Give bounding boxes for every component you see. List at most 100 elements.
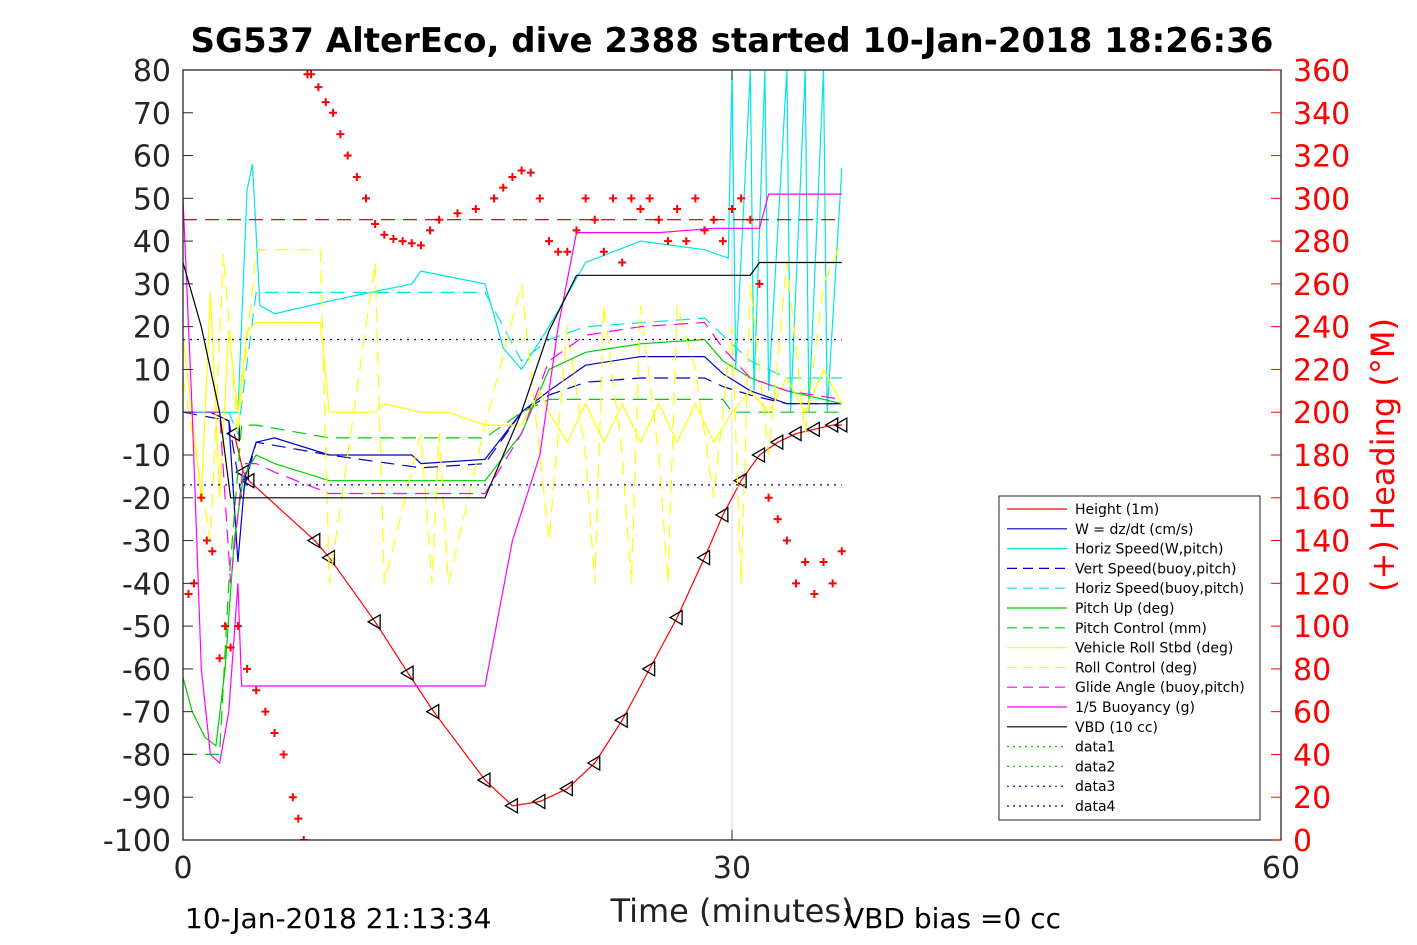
heading-point bbox=[299, 836, 308, 840]
series-pitch_ctrl-line bbox=[183, 398, 842, 756]
heading-point bbox=[618, 258, 627, 267]
height-marker bbox=[824, 416, 839, 434]
y-tick-label: 80 bbox=[133, 54, 171, 89]
axes-layer: -100-90-80-70-60-50-40-30-20-10010203040… bbox=[103, 54, 1350, 886]
heading-point bbox=[371, 220, 380, 228]
heading-point bbox=[819, 557, 828, 566]
heading-point bbox=[599, 247, 608, 256]
heading-point bbox=[810, 590, 819, 599]
y-right-tick-label: 200 bbox=[1293, 396, 1350, 431]
heading-point bbox=[627, 194, 636, 203]
y-tick-label: -30 bbox=[122, 525, 171, 560]
series-buoyancy-line bbox=[183, 193, 842, 765]
heading-point bbox=[801, 557, 810, 566]
series-vbd-line bbox=[183, 261, 842, 499]
height-marker bbox=[586, 754, 601, 772]
heading-point bbox=[545, 237, 553, 246]
heading-point bbox=[362, 194, 370, 203]
series-vert_buoy-line bbox=[183, 377, 842, 498]
heading-point bbox=[673, 205, 682, 214]
y-tick-label: -10 bbox=[122, 439, 171, 474]
heading-point bbox=[526, 168, 535, 177]
heading-point bbox=[782, 536, 791, 545]
y-tick-label: 20 bbox=[133, 311, 171, 346]
height-marker bbox=[769, 434, 784, 451]
legend-label: Height (1m) bbox=[1075, 502, 1159, 518]
heading-point bbox=[389, 234, 398, 243]
heading-point bbox=[609, 194, 618, 203]
y-tick-label: 10 bbox=[133, 353, 171, 388]
height-marker bbox=[732, 472, 747, 489]
height-marker bbox=[366, 613, 381, 630]
heading-point bbox=[535, 194, 544, 203]
y-right-tick-label: 0 bbox=[1293, 824, 1312, 859]
x-tick-label: 60 bbox=[1262, 851, 1300, 886]
height-marker bbox=[641, 660, 656, 678]
series-roll_ctrl-line bbox=[183, 240, 843, 584]
heading-point bbox=[508, 172, 517, 181]
y-right-tick-label: 20 bbox=[1293, 781, 1331, 816]
legend-label: VBD (10 cc) bbox=[1075, 720, 1158, 736]
heading-point bbox=[233, 622, 242, 631]
y-right-tick-label: 60 bbox=[1293, 696, 1331, 731]
height-marker bbox=[668, 609, 683, 626]
y-tick-label: -20 bbox=[122, 482, 171, 517]
heading-point bbox=[773, 515, 782, 524]
heading-point bbox=[380, 230, 389, 239]
heading-point bbox=[294, 814, 303, 823]
heading-point bbox=[792, 579, 801, 588]
legend-label: Horiz Speed(W,pitch) bbox=[1075, 542, 1223, 558]
height-marker bbox=[559, 780, 573, 797]
heading-point bbox=[221, 622, 230, 631]
heading-point bbox=[336, 130, 345, 139]
heading-point bbox=[471, 205, 480, 214]
height-marker bbox=[696, 549, 711, 566]
y-tick-label: -60 bbox=[122, 653, 171, 688]
heading-point bbox=[755, 279, 764, 288]
height-marker bbox=[476, 771, 491, 789]
heading-point bbox=[252, 686, 261, 695]
legend-label: Vert Speed(buoy,pitch) bbox=[1075, 561, 1237, 577]
x-tick-label: 0 bbox=[173, 851, 192, 886]
heading-point bbox=[307, 70, 316, 79]
heading-point bbox=[329, 108, 338, 117]
y-right-tick-label: 120 bbox=[1293, 567, 1350, 602]
y-right-tick-label: 280 bbox=[1293, 225, 1350, 260]
legend-label: data2 bbox=[1075, 759, 1115, 775]
y-tick-label: 60 bbox=[133, 140, 171, 175]
heading-point bbox=[261, 707, 270, 716]
series-horiz_w-line bbox=[183, 70, 843, 413]
legend: Height (1m) W = dz/dt (cm/s) Horiz Speed(W… bbox=[998, 495, 1261, 821]
y-right-tick-label: 160 bbox=[1293, 482, 1350, 517]
heading-point bbox=[226, 643, 235, 652]
height-marker bbox=[833, 416, 848, 434]
heading-point bbox=[279, 750, 288, 759]
heading-point bbox=[197, 493, 206, 502]
y-axis-right-label: (+) Heading (°M) bbox=[1364, 318, 1402, 592]
heading-point bbox=[490, 194, 499, 203]
heading-point bbox=[581, 194, 590, 203]
series-layer bbox=[183, 70, 848, 840]
heading-point bbox=[837, 547, 846, 556]
series-height-line bbox=[233, 424, 842, 807]
heading-point bbox=[343, 151, 352, 160]
series-pitch_up-line bbox=[183, 338, 842, 748]
y-tick-label: -100 bbox=[103, 824, 171, 859]
legend-label: Pitch Up (deg) bbox=[1075, 601, 1174, 617]
heading-point bbox=[746, 215, 755, 224]
heading-point bbox=[636, 205, 645, 214]
legend-label: Glide Angle (buoy,pitch) bbox=[1075, 680, 1245, 696]
legend-label: Pitch Control (mm) bbox=[1075, 621, 1207, 637]
height-marker bbox=[399, 665, 414, 682]
heading-point bbox=[737, 194, 746, 203]
series-roll-line bbox=[183, 292, 843, 498]
heading-point bbox=[416, 241, 425, 250]
y-right-tick-label: 180 bbox=[1293, 439, 1350, 474]
height-marker bbox=[806, 421, 820, 438]
heading-point bbox=[202, 536, 211, 545]
legend-label: W = dz/dt (cm/s) bbox=[1075, 522, 1194, 538]
x-tick-label: 30 bbox=[713, 851, 751, 886]
heading-point bbox=[499, 183, 508, 192]
y-right-tick-label: 300 bbox=[1293, 182, 1350, 217]
